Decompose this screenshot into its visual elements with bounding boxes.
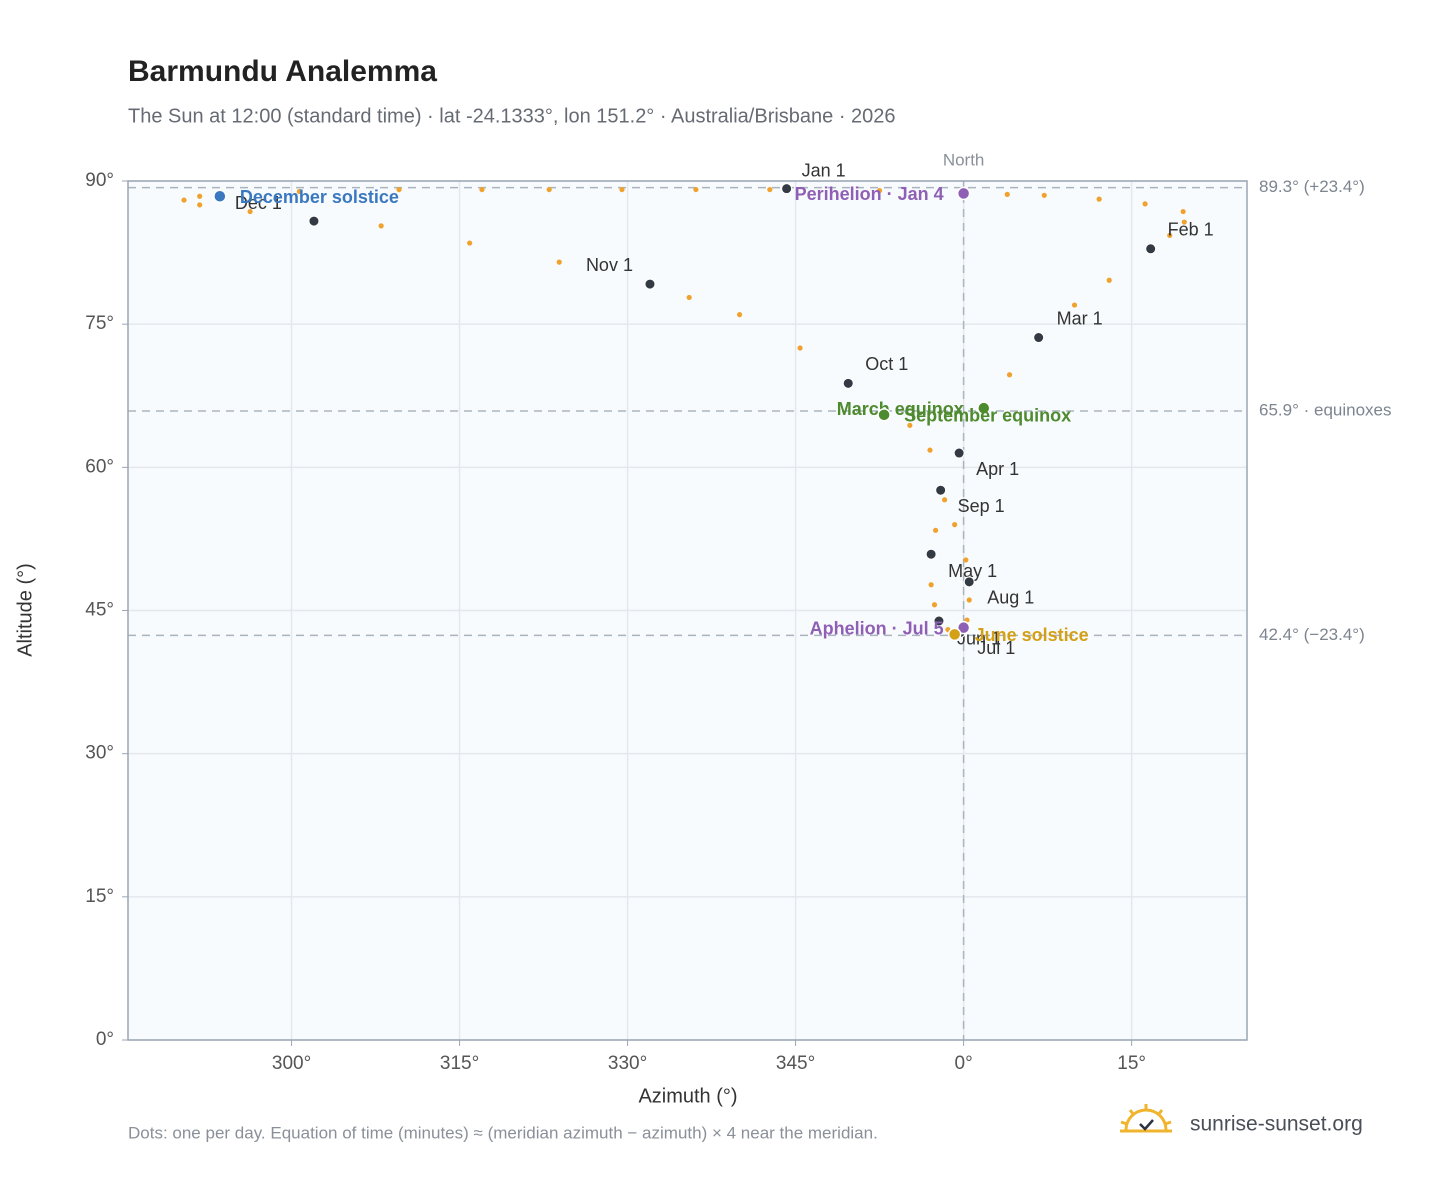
daily-dot — [546, 186, 552, 193]
daily-dot — [1041, 192, 1047, 198]
daily-dot — [1006, 372, 1013, 378]
y-tick-label: 90° — [85, 170, 114, 191]
month-dot — [842, 377, 854, 389]
y-tick-label: 45° — [85, 600, 114, 621]
daily-dot — [907, 422, 913, 428]
daily-dot — [693, 186, 699, 193]
daily-dot — [767, 186, 773, 193]
month-dot — [781, 183, 793, 195]
y-axis-title: Altitude (°) — [14, 563, 36, 657]
x-axis-title: Azimuth (°) — [638, 1085, 737, 1107]
daily-dot — [931, 602, 938, 608]
month-label: Oct 1 — [865, 354, 908, 374]
y-tick-label: 60° — [85, 456, 114, 477]
daily-dot — [1004, 191, 1010, 197]
event-label: June solstice — [975, 625, 1089, 645]
month-label: Jul 1 — [977, 638, 1015, 658]
month-dot — [1033, 332, 1045, 344]
daily-dot — [197, 193, 203, 199]
month-label: Feb 1 — [1168, 220, 1214, 240]
brand-text: sunrise-sunset.org — [1190, 1113, 1363, 1136]
daily-dot — [1180, 208, 1186, 215]
reference-label: 65.9° · equinoxes — [1259, 401, 1392, 420]
daily-dot — [197, 202, 203, 208]
daily-dot — [181, 197, 187, 203]
event-label: March equinox — [837, 399, 964, 419]
month-dot — [935, 484, 947, 496]
daily-dot — [797, 345, 803, 351]
daily-dot — [928, 582, 934, 588]
x-tick-label: 330° — [608, 1053, 647, 1074]
y-tick-label: 15° — [85, 886, 114, 907]
event-label: December solstice — [240, 187, 399, 207]
daily-dot — [619, 186, 625, 193]
daily-dot — [1106, 277, 1112, 283]
month-label: Nov 1 — [586, 255, 633, 275]
daily-dot — [247, 208, 253, 215]
chart-title: Barmundu Analemma — [128, 55, 437, 88]
event-dot — [977, 401, 991, 415]
x-tick-label: 345° — [776, 1053, 815, 1074]
y-tick-label: 0° — [96, 1029, 114, 1050]
event-dot — [947, 627, 962, 642]
daily-dot — [941, 497, 948, 503]
month-label: Aug 1 — [987, 588, 1034, 608]
event-dot — [956, 620, 971, 635]
month-label: Sep 1 — [958, 496, 1005, 516]
event-dot — [213, 189, 227, 204]
month-label: Jun 1 — [957, 629, 1001, 649]
month-dot — [644, 278, 656, 290]
event-label: September equinox — [904, 406, 1071, 426]
daily-dot — [296, 188, 302, 195]
event-dot — [877, 408, 891, 422]
x-tick-label: 315° — [440, 1053, 479, 1074]
event-label: Perihelion · Jan 4 — [795, 184, 944, 204]
x-tick-label: 0° — [955, 1053, 973, 1074]
north-label: North — [943, 150, 985, 169]
footnote: Dots: one per day. Equation of time (min… — [128, 1123, 878, 1142]
daily-dot — [467, 240, 473, 246]
month-label: Dec 1 — [235, 193, 282, 213]
daily-dot — [556, 259, 562, 265]
daily-dot — [1142, 201, 1148, 207]
event-label: Aphelion · Jul 5 — [810, 618, 944, 638]
daily-dot — [927, 447, 933, 453]
month-label: May 1 — [948, 561, 997, 581]
x-tick-label: 300° — [272, 1053, 311, 1074]
daily-dot — [966, 597, 972, 603]
daily-dot — [933, 527, 939, 533]
month-dot — [925, 548, 937, 560]
daily-dot — [1071, 302, 1078, 308]
reference-label: 42.4° (−23.4°) — [1259, 625, 1365, 644]
event-dot — [956, 186, 971, 201]
daily-dot — [736, 312, 743, 318]
daily-dot — [1167, 232, 1173, 239]
daily-dot — [1096, 196, 1102, 202]
reference-label: 89.3° (+23.4°) — [1259, 177, 1365, 196]
month-dot — [1145, 243, 1157, 255]
daily-dot — [396, 186, 402, 193]
brand-logo — [1120, 1104, 1172, 1133]
y-tick-label: 30° — [85, 743, 114, 764]
daily-dot — [877, 187, 883, 194]
daily-dot — [952, 522, 958, 528]
y-tick-label: 75° — [85, 313, 114, 334]
month-dot — [963, 576, 975, 588]
chart-subtitle: The Sun at 12:00 (standard time) · lat -… — [128, 105, 896, 127]
x-tick-label: 15° — [1117, 1053, 1146, 1074]
month-dot — [933, 615, 945, 627]
month-dot — [953, 447, 965, 459]
daily-dot — [378, 223, 384, 229]
month-label: Apr 1 — [976, 459, 1019, 479]
daily-dot — [1181, 219, 1187, 225]
daily-dot — [479, 186, 485, 193]
daily-dot — [686, 294, 692, 301]
month-label: Mar 1 — [1057, 308, 1103, 328]
month-label: Jan 1 — [802, 160, 846, 180]
month-dot — [308, 215, 320, 227]
daily-dot — [963, 557, 969, 563]
